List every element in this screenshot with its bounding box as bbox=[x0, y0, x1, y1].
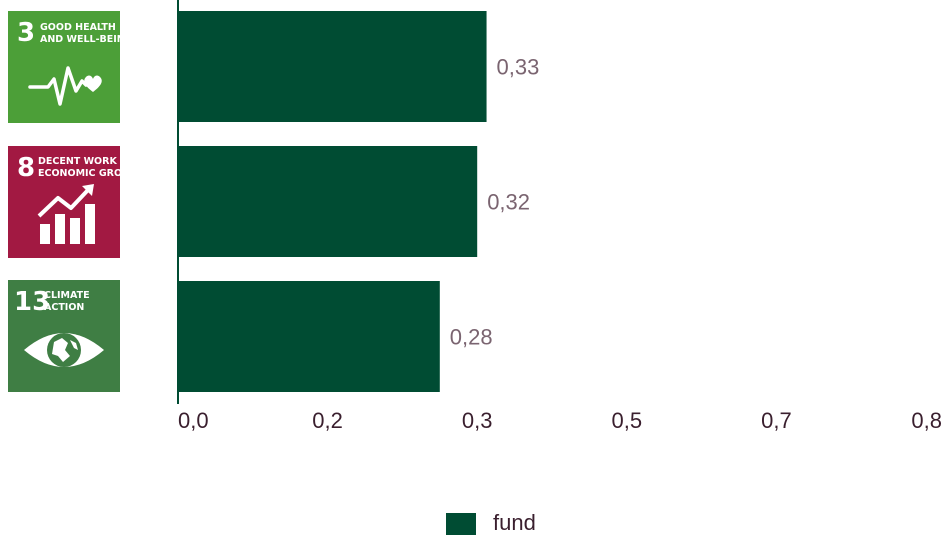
data-label-2: 0,32 bbox=[487, 190, 530, 215]
sdg-13-number: 13 bbox=[14, 287, 50, 317]
sdg-3-title-line1: GOOD HEALTH bbox=[40, 22, 116, 33]
sdg-8-title-line2: ECONOMIC GROWTH bbox=[38, 168, 147, 179]
sdg-13-title-line2: ACTION bbox=[44, 302, 84, 313]
bar-2 bbox=[179, 146, 478, 257]
data-labels-group: 0,33 0,32 0,28 bbox=[450, 55, 540, 350]
x-tick-labels-group: 0,0 0,2 0,3 0,5 0,7 0,8 bbox=[178, 408, 942, 433]
sdg-13-title-line1: CLIMATE bbox=[44, 290, 90, 301]
heartbeat-icon bbox=[28, 66, 102, 106]
x-tick-label-5: 0,7 bbox=[761, 408, 792, 433]
sdg-3-title-line2: AND WELL-BEING bbox=[40, 34, 133, 45]
x-tick-label-4: 0,5 bbox=[612, 408, 643, 433]
bar-3 bbox=[179, 281, 440, 392]
legend-label: fund bbox=[493, 510, 536, 535]
data-label-1: 0,33 bbox=[497, 55, 540, 80]
sdg-3-number: 3 bbox=[17, 18, 35, 48]
x-tick-label-6: 0,8 bbox=[911, 408, 942, 433]
legend: fund bbox=[446, 510, 536, 535]
sdg-8-tile: 8 DECENT WORK AND ECONOMIC GROWTH bbox=[8, 146, 147, 258]
x-tick-label-1: 0,0 bbox=[178, 408, 209, 433]
legend-swatch bbox=[446, 513, 476, 535]
x-tick-label-2: 0,2 bbox=[312, 408, 343, 433]
sdg-3-tile: 3 GOOD HEALTH AND WELL-BEING bbox=[8, 11, 133, 123]
eye-globe-icon bbox=[24, 333, 104, 367]
bars-group bbox=[179, 11, 487, 392]
bar-1 bbox=[179, 11, 487, 122]
data-label-3: 0,28 bbox=[450, 325, 493, 350]
sdg-3-background bbox=[8, 11, 120, 123]
growth-chart-icon bbox=[37, 184, 95, 244]
sdg-8-title-line1: DECENT WORK AND bbox=[38, 156, 143, 167]
sdg-8-number: 8 bbox=[17, 153, 35, 183]
sdg-13-tile: 13 CLIMATE ACTION bbox=[8, 280, 120, 392]
x-tick-label-3: 0,3 bbox=[462, 408, 493, 433]
